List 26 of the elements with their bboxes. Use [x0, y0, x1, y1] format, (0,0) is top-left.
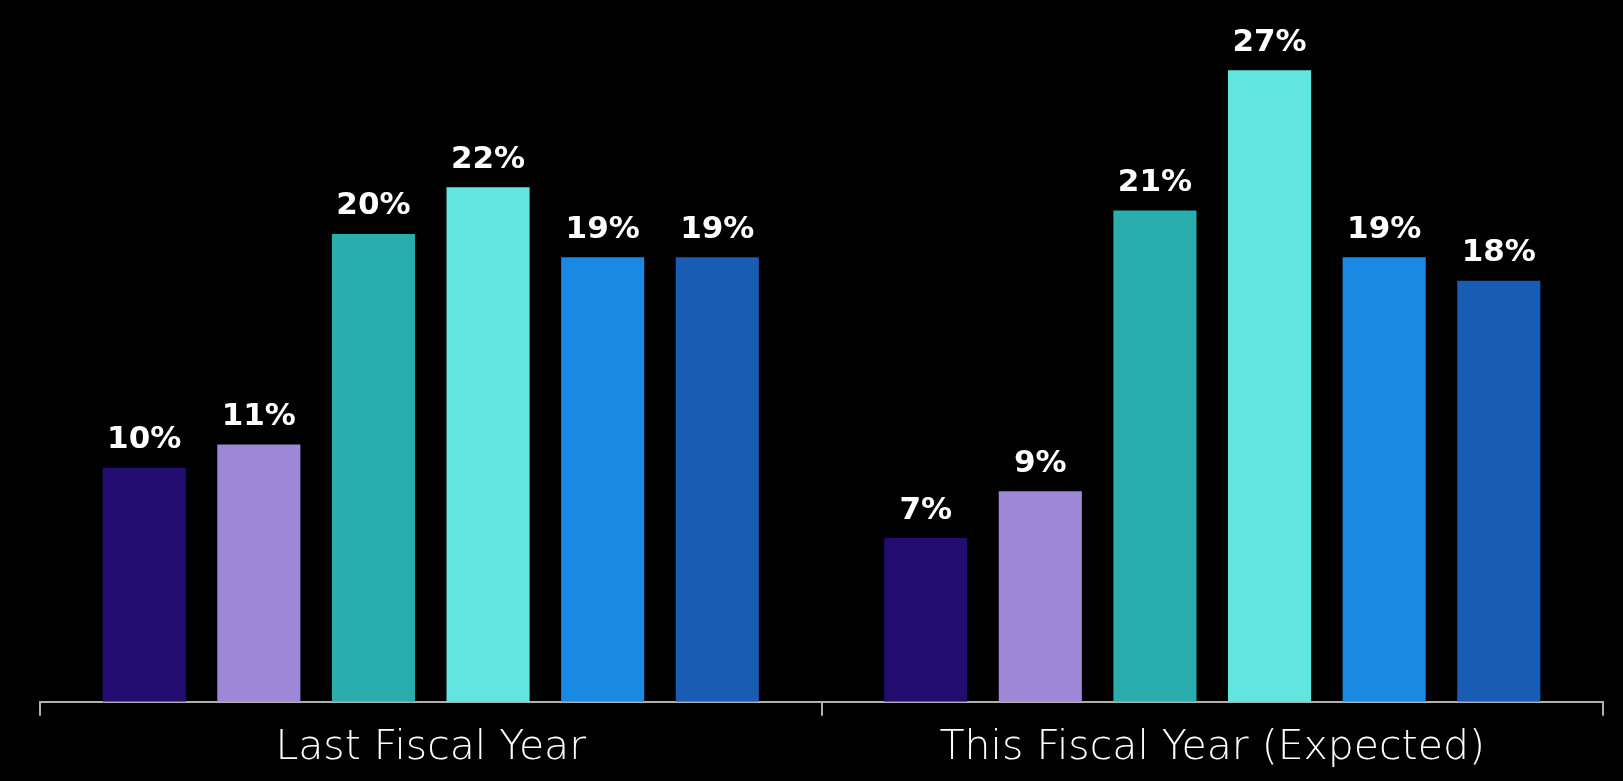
data-label: 19%: [680, 208, 755, 245]
bar: [561, 257, 645, 702]
bar: [446, 187, 530, 702]
data-label: 9%: [1014, 442, 1067, 479]
bar: [217, 444, 301, 702]
bar: [998, 491, 1082, 702]
data-label: 10%: [107, 419, 182, 456]
bar: [1228, 70, 1312, 702]
data-label: 21%: [1117, 162, 1193, 199]
bar: [102, 467, 186, 702]
bar: [884, 538, 968, 702]
bar: [1342, 257, 1426, 702]
bar: [1457, 280, 1541, 702]
data-label: 11%: [221, 396, 296, 433]
data-label: 27%: [1232, 21, 1307, 58]
bar: [1113, 210, 1197, 702]
data-label: 19%: [565, 208, 640, 245]
data-label: 20%: [336, 185, 411, 222]
x-tick-label: Last Fiscal Year: [275, 721, 587, 770]
data-label: 18%: [1461, 232, 1536, 269]
data-label: 7%: [899, 489, 953, 526]
x-tick-label: This Fiscal Year (Expected): [939, 721, 1485, 770]
data-label: 22%: [450, 138, 526, 175]
bar: [675, 257, 759, 702]
data-label: 19%: [1347, 208, 1422, 245]
bar: [331, 233, 415, 702]
